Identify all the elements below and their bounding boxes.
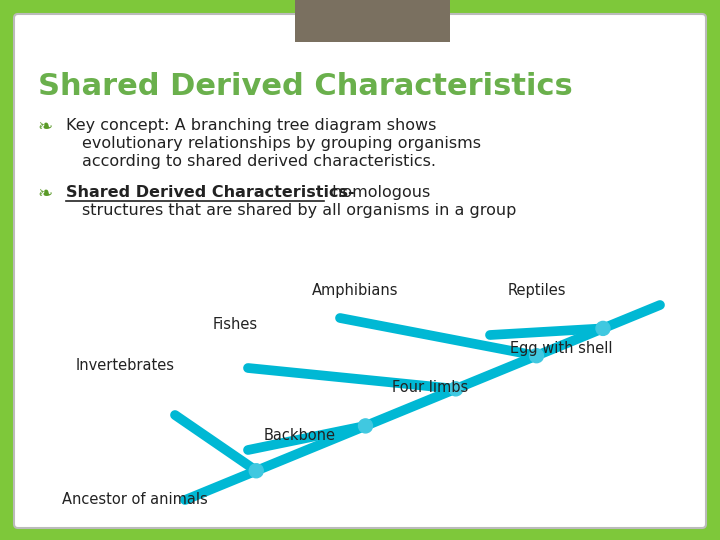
FancyBboxPatch shape <box>295 0 450 42</box>
Text: Reptiles: Reptiles <box>508 283 567 298</box>
Text: Amphibians: Amphibians <box>312 283 398 298</box>
FancyBboxPatch shape <box>14 14 706 528</box>
Text: according to shared derived characteristics.: according to shared derived characterist… <box>82 154 436 169</box>
Text: homologous: homologous <box>327 185 431 200</box>
Circle shape <box>596 321 610 335</box>
Text: Fishes: Fishes <box>213 317 258 332</box>
Circle shape <box>249 464 264 478</box>
Text: Shared Derived Characteristics-: Shared Derived Characteristics- <box>66 185 355 200</box>
Circle shape <box>449 382 463 396</box>
Text: Invertebrates: Invertebrates <box>76 357 175 373</box>
Text: evolutionary relationships by grouping organisms: evolutionary relationships by grouping o… <box>82 136 481 151</box>
Circle shape <box>529 349 544 363</box>
Text: Ancestor of animals: Ancestor of animals <box>62 492 208 507</box>
Text: Shared Derived Characteristics: Shared Derived Characteristics <box>38 72 572 101</box>
Text: ❧: ❧ <box>38 118 53 136</box>
Text: ❧: ❧ <box>38 185 53 203</box>
Circle shape <box>359 419 372 433</box>
Text: structures that are shared by all organisms in a group: structures that are shared by all organi… <box>82 203 516 218</box>
Text: Key concept: A branching tree diagram shows: Key concept: A branching tree diagram sh… <box>66 118 436 133</box>
Text: Egg with shell: Egg with shell <box>510 341 613 355</box>
Text: Four limbs: Four limbs <box>392 380 468 395</box>
Text: Backbone: Backbone <box>264 428 336 443</box>
